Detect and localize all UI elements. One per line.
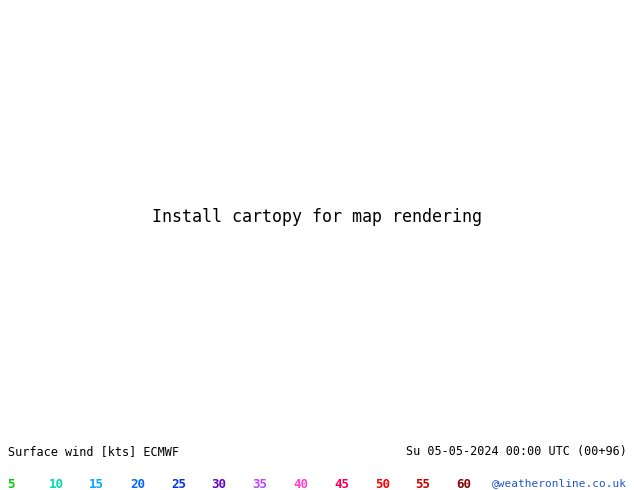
Text: 25: 25 xyxy=(171,478,186,490)
Text: 15: 15 xyxy=(89,478,104,490)
Text: 5: 5 xyxy=(8,478,15,490)
Text: 45: 45 xyxy=(334,478,349,490)
Text: 50: 50 xyxy=(375,478,390,490)
Text: Surface wind [kts] ECMWF: Surface wind [kts] ECMWF xyxy=(8,445,179,458)
Text: Su 05-05-2024 00:00 UTC (00+96): Su 05-05-2024 00:00 UTC (00+96) xyxy=(406,445,626,458)
Text: 35: 35 xyxy=(252,478,268,490)
Text: 30: 30 xyxy=(212,478,226,490)
Text: 60: 60 xyxy=(456,478,472,490)
Text: 10: 10 xyxy=(48,478,63,490)
Text: 40: 40 xyxy=(294,478,308,490)
Text: 20: 20 xyxy=(130,478,145,490)
Text: Install cartopy for map rendering: Install cartopy for map rendering xyxy=(152,208,482,226)
Text: 55: 55 xyxy=(416,478,430,490)
Text: @weatheronline.co.uk: @weatheronline.co.uk xyxy=(491,478,626,488)
